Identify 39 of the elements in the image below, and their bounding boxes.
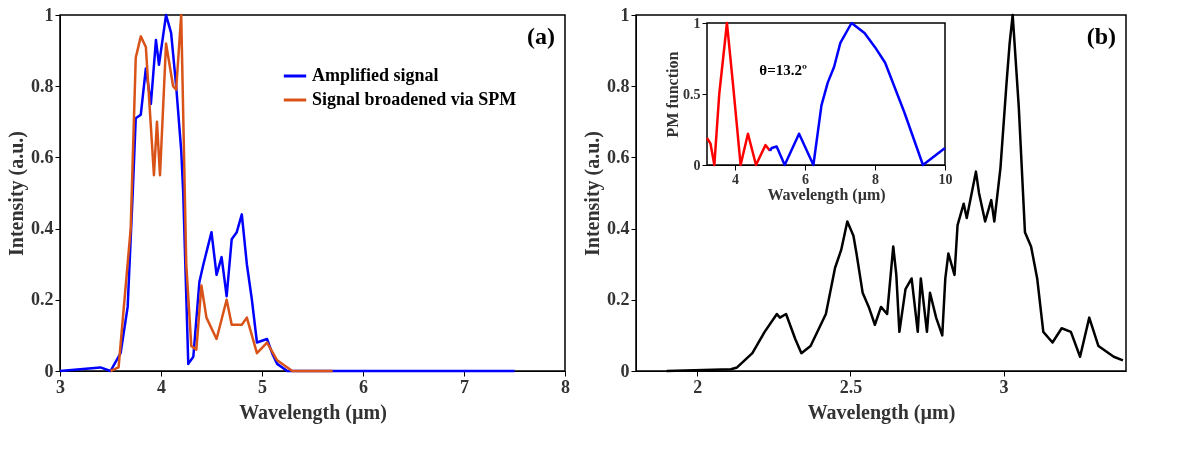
x-tick-label: 10	[938, 171, 953, 187]
legend-label: Signal broadened via SPM	[312, 89, 517, 109]
y-tick-label: 0	[44, 360, 54, 381]
x-tick-label: 2	[693, 376, 703, 397]
x-tick-label: 6	[802, 171, 809, 187]
x-tick-label: 8	[872, 171, 879, 187]
y-tick-label: 0.6	[31, 146, 54, 167]
x-tick-label: 2.5	[839, 376, 863, 397]
x-tick-label: 4	[732, 171, 739, 187]
x-axis-title: Wavelength (µm)	[767, 185, 886, 204]
x-axis-title: Wavelength (µm)	[807, 400, 956, 424]
y-tick-label: 0.8	[607, 75, 630, 96]
y-tick-label: 1	[620, 4, 630, 25]
x-axis-title: Wavelength (µm)	[239, 400, 387, 424]
y-tick-label: 0	[693, 157, 701, 173]
annotation: (b)	[1086, 23, 1116, 49]
x-tick-label: 3	[56, 376, 65, 397]
y-tick-label: 0.4	[31, 218, 54, 239]
y-axis-title: Intensity (a.u.)	[5, 130, 28, 257]
y-tick-label: 0.6	[607, 146, 630, 167]
y-tick-label: 1	[44, 4, 54, 25]
annotation: θ=13.2º	[759, 61, 807, 78]
legend-label: Amplified signal	[312, 65, 439, 85]
y-axis-title: Intensity (a.u.)	[581, 130, 604, 257]
y-tick-label: 0.8	[31, 75, 54, 96]
y-tick-label: 0.5	[683, 86, 701, 102]
x-tick-label: 6	[359, 376, 368, 397]
x-tick-label: 8	[561, 376, 570, 397]
x-tick-label: 5	[258, 376, 267, 397]
y-tick-label: 0.2	[607, 289, 630, 310]
x-tick-label: 4	[157, 376, 166, 397]
annotation: (a)	[527, 23, 555, 49]
y-tick-label: 1	[693, 15, 701, 31]
y-axis-title: PM function	[664, 51, 681, 138]
x-tick-label: 7	[460, 376, 469, 397]
y-tick-label: 0.4	[607, 218, 630, 239]
y-tick-label: 0	[620, 360, 630, 381]
y-tick-label: 0.2	[31, 289, 54, 310]
x-tick-label: 3	[999, 376, 1009, 397]
